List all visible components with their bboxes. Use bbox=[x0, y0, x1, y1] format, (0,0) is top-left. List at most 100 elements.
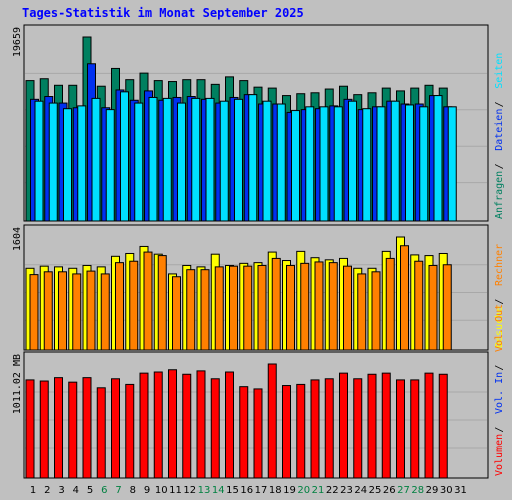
bar-seiten-day-29 bbox=[433, 95, 443, 222]
bar-volumen-day-16 bbox=[239, 386, 249, 479]
legend-vol-in: Vol. In bbox=[494, 372, 505, 414]
bar-rechner-day-20 bbox=[300, 262, 310, 351]
bar-rechner-day-13 bbox=[200, 269, 210, 351]
legend-separator: / bbox=[494, 427, 505, 433]
x-tick-label-day-1: 1 bbox=[30, 485, 36, 496]
bar-rechner-day-12 bbox=[186, 269, 196, 351]
x-tick-label-day-11: 11 bbox=[169, 485, 182, 496]
bar-rechner-day-1 bbox=[29, 274, 39, 351]
legend-separator: / bbox=[494, 299, 505, 305]
bar-seiten-day-24 bbox=[362, 108, 372, 222]
bar-seiten-day-4 bbox=[77, 105, 87, 222]
legend-anfragen: Anfragen bbox=[494, 171, 505, 219]
x-tick-label-day-7: 7 bbox=[115, 485, 121, 496]
bar-seiten-day-26 bbox=[390, 100, 400, 222]
bar-seiten-day-6 bbox=[105, 109, 115, 222]
bar-rechner-day-21 bbox=[314, 261, 324, 351]
bar-rechner-day-14 bbox=[214, 266, 224, 351]
x-tick-label-day-18: 18 bbox=[269, 485, 282, 496]
x-tick-label-day-19: 19 bbox=[283, 485, 296, 496]
x-tick-label-day-10: 10 bbox=[155, 485, 168, 496]
x-tick-label-day-29: 29 bbox=[426, 485, 439, 496]
bar-rechner-day-11 bbox=[172, 276, 181, 351]
x-tick-label-day-27: 27 bbox=[397, 485, 410, 496]
bar-rechner-day-22 bbox=[328, 262, 338, 351]
legend-vol-out: Vol. Out bbox=[494, 304, 505, 352]
bar-rechner-day-15 bbox=[229, 265, 238, 351]
bar-volumen-day-28 bbox=[410, 379, 420, 479]
bar-volumen-day-27 bbox=[396, 379, 405, 479]
bar-seiten-day-27 bbox=[405, 104, 414, 222]
bar-volumen-day-7 bbox=[111, 378, 120, 479]
bar-volumen-day-11 bbox=[168, 369, 177, 479]
bar-seiten-day-2 bbox=[48, 102, 58, 222]
bar-seiten-day-9 bbox=[148, 96, 158, 222]
bar-seiten-day-7 bbox=[120, 91, 129, 222]
bar-volumen-day-30 bbox=[438, 373, 448, 479]
x-tick-label-day-4: 4 bbox=[73, 485, 79, 496]
x-tick-label-day-17: 17 bbox=[255, 485, 268, 496]
bar-rechner-day-25 bbox=[371, 271, 381, 351]
bar-rechner-day-28 bbox=[414, 260, 424, 351]
x-tick-label-day-28: 28 bbox=[411, 485, 424, 496]
bar-seiten-day-3 bbox=[63, 108, 72, 222]
bar-seiten-day-10 bbox=[162, 97, 172, 222]
legend-separator: / bbox=[494, 365, 505, 371]
x-tick-label-day-14: 14 bbox=[212, 485, 225, 496]
x-tick-label-day-15: 15 bbox=[226, 485, 239, 496]
bar-volumen-day-9 bbox=[139, 372, 149, 479]
bar-volumen-day-26 bbox=[381, 372, 391, 479]
bar-seiten-day-12 bbox=[191, 97, 201, 222]
x-tick-label-day-3: 3 bbox=[58, 485, 64, 496]
bar-volumen-day-17 bbox=[253, 388, 263, 479]
bar-volumen-day-18 bbox=[267, 363, 277, 479]
bar-seiten-day-22 bbox=[333, 106, 343, 222]
bar-seiten-day-8 bbox=[134, 102, 144, 222]
bar-rechner-day-30 bbox=[442, 264, 452, 351]
bar-rechner-day-8 bbox=[129, 260, 139, 351]
ymax-label-volume: 1011.02 MB bbox=[12, 354, 23, 414]
bar-volumen-day-10 bbox=[153, 371, 163, 479]
bar-rechner-day-26 bbox=[385, 257, 395, 351]
bar-seiten-day-25 bbox=[376, 106, 386, 222]
bar-rechner-day-3 bbox=[58, 271, 67, 351]
x-tick-label-day-21: 21 bbox=[312, 485, 325, 496]
legend-seiten: Seiten bbox=[494, 53, 505, 89]
bar-seiten-day-15 bbox=[234, 98, 243, 222]
x-tick-label-day-5: 5 bbox=[87, 485, 93, 496]
bar-volumen-day-23 bbox=[339, 372, 348, 479]
bar-volumen-day-29 bbox=[424, 372, 434, 479]
bar-seiten-day-17 bbox=[262, 100, 272, 222]
bar-volumen-day-21 bbox=[310, 379, 320, 479]
bar-rechner-day-7 bbox=[115, 262, 124, 351]
bar-rechner-day-19 bbox=[286, 264, 295, 351]
bar-seiten-day-21 bbox=[319, 106, 329, 222]
bar-rechner-day-6 bbox=[100, 273, 110, 351]
legend-dateien: Dateien bbox=[494, 109, 505, 151]
x-tick-label-day-6: 6 bbox=[101, 485, 107, 496]
bar-rechner-day-9 bbox=[143, 251, 153, 351]
bar-rechner-day-23 bbox=[343, 265, 352, 351]
x-tick-label-day-2: 2 bbox=[44, 485, 50, 496]
bar-volumen-day-1 bbox=[25, 379, 35, 479]
x-tick-label-day-26: 26 bbox=[383, 485, 396, 496]
x-tick-label-day-30: 30 bbox=[440, 485, 453, 496]
x-tick-label-day-12: 12 bbox=[183, 485, 196, 496]
legend-separator: / bbox=[494, 163, 505, 169]
bar-seiten-day-18 bbox=[276, 103, 286, 222]
bar-seiten-day-23 bbox=[348, 100, 357, 222]
bar-volumen-day-12 bbox=[182, 373, 192, 479]
bar-volumen-day-13 bbox=[196, 370, 206, 479]
bar-volumen-day-25 bbox=[367, 373, 377, 479]
bar-seiten-day-1 bbox=[34, 100, 44, 222]
bar-rechner-day-29 bbox=[428, 264, 438, 351]
bar-seiten-day-11 bbox=[177, 102, 186, 222]
bar-rechner-day-2 bbox=[43, 271, 53, 351]
bar-seiten-day-16 bbox=[248, 94, 258, 222]
bar-volumen-day-15 bbox=[225, 371, 234, 479]
bar-volumen-day-8 bbox=[125, 383, 135, 479]
legend-rechner: Rechner bbox=[494, 244, 505, 286]
bar-volumen-day-19 bbox=[282, 385, 291, 479]
bar-volumen-day-14 bbox=[210, 378, 220, 479]
